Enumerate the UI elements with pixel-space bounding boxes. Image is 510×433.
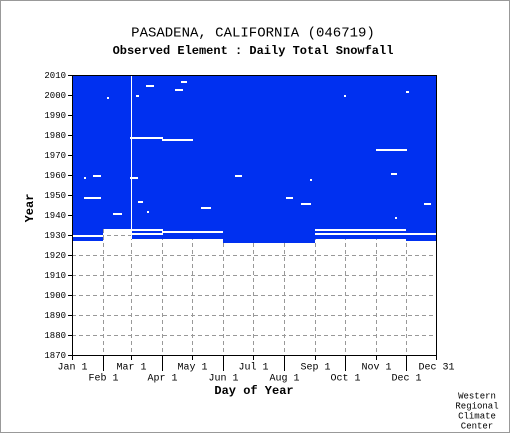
x-tick-label: Jul 1 [238,362,268,374]
missing-data [286,197,293,199]
y-tick-label: 1910 [44,271,66,281]
data-block [72,75,103,241]
y-tick-label: 1880 [44,331,66,341]
missing-data [424,203,431,205]
missing-data [391,173,397,175]
missing-data [406,233,437,235]
missing-data [376,149,407,151]
data-block [223,75,315,243]
x-tick-label: Jan 1 [57,363,87,374]
missing-data [136,95,139,97]
x-tick-label: Sep 1 [300,363,330,374]
x-tick-label: Jun 1 [208,374,238,385]
plot-border [72,75,437,356]
missing-data [395,217,397,219]
y-tick-label: 1980 [44,131,66,141]
y-tick-label: 2000 [44,91,66,101]
credit: Center [461,421,493,431]
y-tick-label: 1960 [44,171,66,181]
x-tick-label: May 1 [177,363,207,374]
missing-data [138,201,143,203]
credit: Climate [458,411,496,421]
missing-data [315,229,406,231]
missing-data [315,233,406,235]
x-tick-label: Oct 1 [330,374,360,385]
credit: Western [458,391,496,401]
missing-data [301,203,311,205]
missing-data [131,229,163,231]
missing-data [146,85,154,87]
missing-data [406,91,409,93]
missing-data [162,139,193,141]
data-block [103,75,131,229]
missing-data [310,179,312,181]
missing-data [93,175,101,177]
missing-data [344,95,346,97]
x-tick-label: Dec 1 [391,374,421,385]
y-tick-label: 1870 [44,351,66,361]
data-block [131,75,223,239]
y-tick-label: 2010 [44,71,66,81]
chart-title: PASADENA, CALIFORNIA (046719) [131,26,375,42]
y-tick-label: 1990 [44,111,66,121]
y-tick-label: 1940 [44,211,66,221]
chart-subtitle: Observed Element : Daily Total Snowfall [113,44,394,58]
missing-data [130,137,163,139]
missing-data [131,75,132,239]
missing-data [107,97,109,99]
x-tick-label: Nov 1 [361,363,391,374]
missing-data [162,231,223,233]
x-tick-label: Mar 1 [116,363,146,374]
x-tick-label: Dec 31 [418,363,454,374]
missing-data [84,177,86,179]
y-axis-label: Year [23,194,37,223]
missing-data [175,89,183,91]
missing-data [147,211,149,213]
credit: Regional [455,401,498,411]
missing-data [181,81,187,83]
x-tick-label: Aug 1 [269,374,299,385]
y-tick-label: 1900 [44,291,66,301]
data-block [315,75,406,239]
missing-data [201,207,211,209]
missing-data [131,233,163,235]
missing-data [130,177,138,179]
y-tick-label: 1930 [44,231,66,241]
missing-data [84,197,101,199]
missing-data [113,213,122,215]
y-tick-label: 1970 [44,151,66,161]
missing-data [72,235,103,237]
x-tick-label: Apr 1 [147,374,177,385]
y-tick-label: 1920 [44,251,66,261]
x-tick-label: Feb 1 [88,373,118,385]
y-tick-label: 1950 [44,191,66,201]
y-tick-label: 1890 [44,311,66,321]
x-axis-label: Day of Year [214,384,293,398]
data-block [406,75,437,241]
missing-data [235,175,242,177]
